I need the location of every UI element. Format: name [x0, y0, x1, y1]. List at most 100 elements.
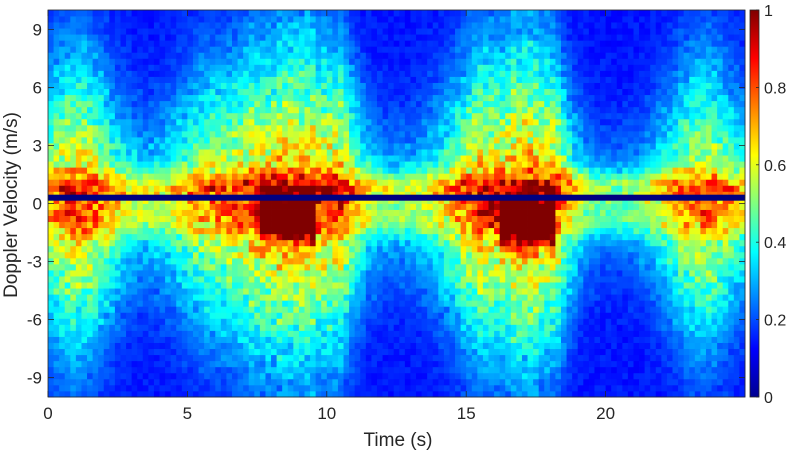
heatmap-cell: [404, 161, 411, 168]
heatmap-cell: [220, 378, 227, 386]
heatmap-cell: [165, 221, 172, 229]
heatmap-cell: [114, 124, 121, 132]
heatmap-cell: [460, 118, 467, 126]
heatmap-cell: [365, 52, 372, 59]
heatmap-cell: [165, 384, 172, 392]
heatmap-cell: [326, 112, 333, 120]
heatmap-cell: [237, 82, 244, 90]
heatmap-cell: [438, 378, 445, 386]
heatmap-cell: [64, 239, 71, 247]
heatmap-cell: [371, 336, 378, 343]
heatmap-cell: [48, 336, 54, 343]
heatmap-cell: [427, 106, 434, 114]
heatmap-cell: [159, 34, 166, 41]
heatmap-cell: [176, 288, 183, 295]
heatmap-cell: [181, 288, 188, 295]
heatmap-cell: [70, 185, 77, 192]
heatmap-cell: [349, 203, 356, 210]
heatmap-cell: [282, 16, 289, 23]
heatmap-cell: [209, 336, 216, 343]
heatmap-cell: [114, 185, 121, 192]
heatmap-cell: [59, 46, 66, 53]
heatmap-cell: [204, 336, 211, 343]
heatmap-cell: [404, 348, 411, 356]
heatmap-cell: [198, 118, 205, 126]
heatmap-cell: [176, 167, 183, 174]
heatmap-cell: [360, 251, 367, 259]
heatmap-cell: [432, 336, 439, 343]
heatmap-cell: [482, 384, 489, 392]
heatmap-cell: [215, 306, 222, 313]
heatmap-cell: [293, 312, 300, 319]
heatmap-cell: [460, 88, 467, 96]
heatmap-cell: [259, 100, 266, 108]
heatmap-cell: [421, 118, 428, 126]
heatmap-cell: [98, 64, 105, 71]
heatmap-cell: [165, 185, 172, 192]
heatmap-cell: [365, 76, 372, 83]
heatmap-cell: [427, 70, 434, 77]
heatmap-cell: [438, 251, 445, 259]
heatmap-cell: [70, 10, 77, 17]
heatmap-cell: [165, 366, 172, 374]
heatmap-cell: [126, 167, 133, 174]
heatmap-cell: [466, 227, 473, 235]
heatmap-cell: [310, 360, 317, 368]
heatmap-cell: [81, 324, 88, 331]
heatmap-cell: [276, 239, 283, 247]
heatmap-cell: [310, 366, 317, 374]
heatmap-cell: [98, 354, 105, 362]
heatmap-cell: [432, 300, 439, 307]
heatmap-cell: [293, 276, 300, 283]
heatmap-cell: [192, 251, 199, 259]
heatmap-cell: [98, 257, 105, 265]
heatmap-cell: [131, 167, 138, 174]
heatmap-cell: [64, 276, 71, 283]
heatmap-cell: [232, 46, 238, 53]
heatmap-cell: [449, 76, 456, 83]
heatmap-cell: [382, 245, 389, 253]
heatmap-cell: [321, 233, 328, 241]
heatmap-cell: [282, 282, 289, 289]
heatmap-cell: [455, 34, 462, 41]
heatmap-cell: [120, 276, 127, 283]
heatmap-cell: [432, 239, 439, 247]
heatmap-cell: [243, 130, 250, 138]
heatmap-cell: [215, 22, 222, 29]
heatmap-cell: [460, 34, 467, 41]
heatmap-cell: [360, 58, 367, 65]
heatmap-cell: [287, 318, 294, 325]
heatmap-cell: [226, 245, 233, 253]
heatmap-cell: [382, 282, 389, 289]
heatmap-cell: [204, 233, 211, 241]
heatmap-cell: [192, 136, 199, 144]
heatmap-cell: [337, 336, 344, 343]
heatmap-cell: [410, 136, 417, 144]
heatmap-cell: [220, 10, 227, 17]
heatmap-cell: [248, 312, 255, 319]
heatmap-cell: [438, 155, 445, 162]
heatmap-cell: [376, 354, 383, 362]
heatmap-cell: [114, 342, 121, 350]
heatmap-cell: [466, 191, 473, 198]
heatmap-cell: [282, 130, 289, 138]
heatmap-cell: [271, 354, 278, 362]
heatmap-cell: [53, 76, 60, 83]
heatmap-cell: [287, 233, 294, 241]
heatmap-cell: [81, 348, 88, 356]
heatmap-cell: [321, 112, 328, 120]
heatmap-cell: [204, 136, 211, 144]
heatmap-cell: [181, 112, 188, 120]
heatmap-cell: [259, 34, 266, 41]
heatmap-cell: [449, 143, 456, 150]
heatmap-cell: [165, 28, 172, 35]
heatmap-cell: [287, 312, 294, 319]
heatmap-cell: [337, 58, 344, 65]
heatmap-cell: [103, 70, 110, 77]
heatmap-cell: [282, 330, 289, 337]
heatmap-cell: [181, 390, 188, 398]
heatmap-cell: [232, 22, 238, 29]
heatmap-cell: [87, 76, 94, 83]
heatmap-cell: [427, 270, 434, 277]
heatmap-cell: [354, 276, 361, 283]
